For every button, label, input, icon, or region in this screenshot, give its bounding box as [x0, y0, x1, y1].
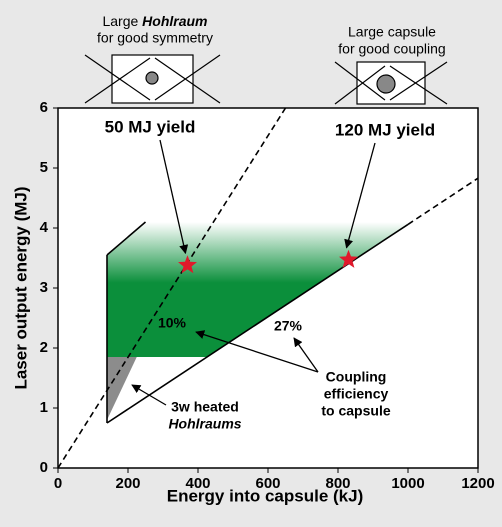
heated-label: 3w heated — [171, 399, 239, 415]
yield-label: 50 MJ yield — [105, 117, 196, 136]
design-text: Large capsule — [348, 24, 436, 40]
x-axis-label: Energy into capsule (kJ) — [167, 486, 364, 505]
design-text: Large — [102, 13, 138, 29]
y-tick-label: 2 — [40, 339, 48, 356]
star-point — [339, 249, 358, 268]
arrow — [159, 139, 189, 255]
capsule-sketch — [334, 61, 448, 105]
region — [107, 357, 137, 420]
x-tick-label: 400 — [185, 475, 210, 492]
y-tick-label: 3 — [40, 279, 48, 296]
y-tick-label: 6 — [40, 99, 48, 116]
efficiency-line — [106, 221, 147, 256]
x-tick-label: 1200 — [461, 475, 494, 492]
x-tick-label: 1000 — [391, 475, 424, 492]
y-tick-label: 5 — [40, 159, 48, 176]
star-point — [178, 255, 197, 274]
arrow — [131, 384, 167, 406]
design-text: Hohlraum — [142, 13, 207, 29]
y-tick-label: 0 — [40, 459, 48, 476]
arrow — [293, 337, 319, 373]
y-tick-label: 4 — [40, 219, 49, 236]
x-tick-label: 0 — [54, 475, 62, 492]
coupling-label: Coupling — [326, 369, 387, 385]
heated-label: Hohlraums — [168, 416, 241, 432]
x-tick-label: 600 — [255, 475, 280, 492]
line-label: 10% — [158, 315, 187, 331]
yield-label: 120 MJ yield — [335, 120, 435, 139]
efficiency-line — [57, 107, 287, 469]
x-tick-label: 800 — [325, 475, 350, 492]
efficiency-line — [106, 223, 409, 424]
coupling-label: efficiency — [324, 386, 389, 402]
line-label: 27% — [274, 318, 303, 334]
coupling-label: to capsule — [321, 403, 390, 419]
arrow — [344, 142, 376, 249]
x-tick-label: 200 — [115, 475, 140, 492]
y-tick-label: 1 — [40, 399, 48, 416]
design-text: for good coupling — [338, 41, 445, 57]
region — [107, 222, 412, 357]
hohlraum-sketch — [84, 54, 221, 104]
efficiency-line — [407, 177, 479, 226]
arrow — [195, 330, 319, 373]
design-label: Large Hohlraum — [102, 13, 207, 29]
y-axis-label: Laser output energy (MJ) — [11, 186, 30, 389]
design-text: for good symmetry — [97, 30, 213, 46]
plot-layer — [57, 107, 479, 469]
